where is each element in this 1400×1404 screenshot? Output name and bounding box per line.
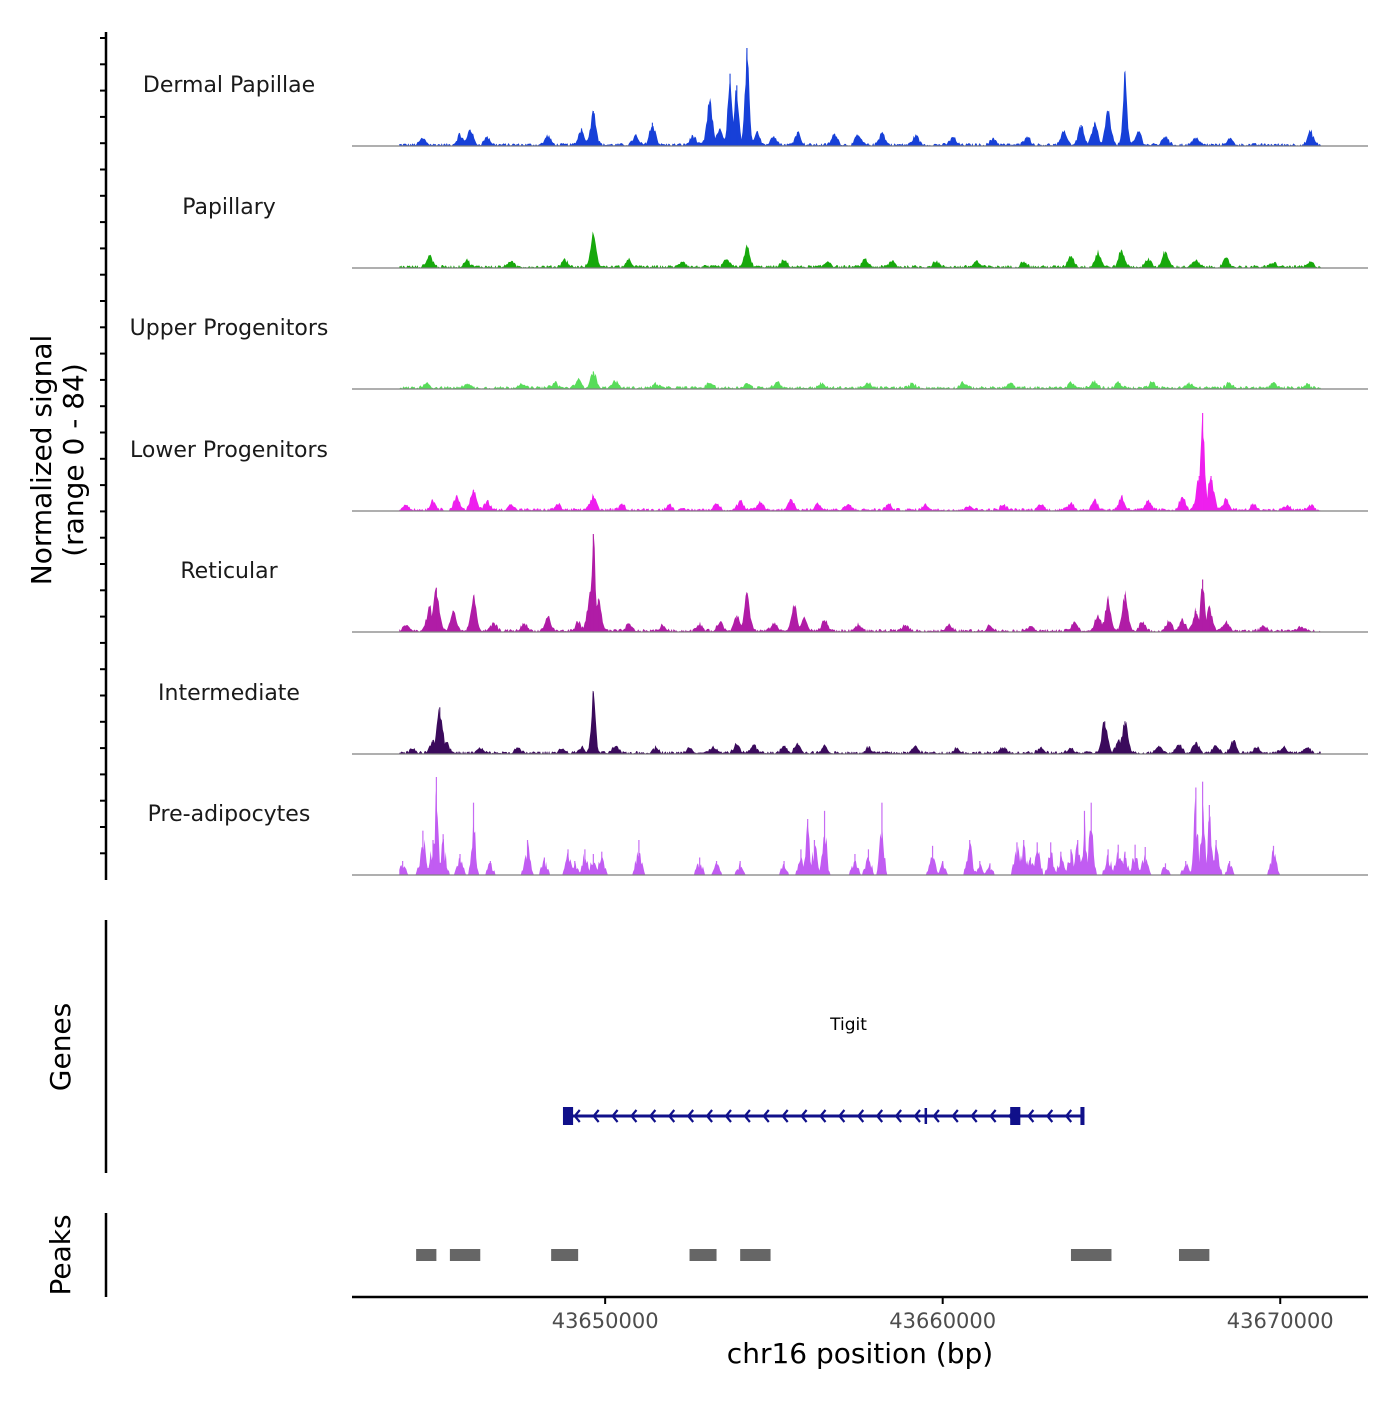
track-lower-progenitors: Lower Progenitors: [130, 413, 1368, 512]
strand-chevron: [667, 1109, 676, 1123]
track-papillary: Papillary: [182, 195, 1368, 269]
track-label: Reticular: [180, 559, 278, 584]
y-axis-title: Normalized signal: [25, 335, 58, 586]
track-label: Upper Progenitors: [130, 316, 329, 341]
strand-chevron: [611, 1109, 619, 1123]
x-tick-label: 43650000: [552, 1309, 659, 1333]
track-label: Intermediate: [158, 681, 300, 706]
strand-chevron: [705, 1109, 713, 1123]
track-label: Lower Progenitors: [130, 438, 328, 463]
peak-region: [1070, 1249, 1112, 1261]
track-label: Papillary: [182, 195, 276, 220]
strand-chevron: [913, 1109, 921, 1123]
track-label: Pre-adipocytes: [148, 802, 311, 827]
strand-chevron: [1064, 1109, 1073, 1123]
strand-chevron: [894, 1109, 902, 1123]
gene-exon: [1010, 1107, 1021, 1125]
gene-track: Genes Tigit: [44, 920, 1085, 1173]
gene-exon: [562, 1107, 574, 1125]
strand-chevron: [762, 1109, 770, 1123]
strand-chevron: [819, 1109, 827, 1123]
strand-chevron: [800, 1109, 808, 1123]
peak-region: [1178, 1249, 1210, 1261]
strand-chevron: [875, 1109, 884, 1123]
strand-chevron: [837, 1109, 846, 1123]
strand-chevron: [686, 1109, 695, 1123]
strand-chevron: [781, 1109, 789, 1123]
strand-chevron: [648, 1109, 657, 1123]
peak-region: [449, 1249, 481, 1261]
strand-chevron: [989, 1109, 997, 1123]
gene-track-title: Genes: [44, 1003, 77, 1091]
coverage-area: [399, 48, 1321, 146]
strand-chevron: [724, 1109, 732, 1123]
x-axis-title: chr16 position (bp): [727, 1337, 993, 1370]
strand-chevron: [592, 1109, 600, 1123]
coverage-area: [399, 231, 1321, 268]
peak-track-title: Peaks: [44, 1214, 77, 1295]
x-tick-label: 43660000: [889, 1309, 996, 1333]
coverage-area: [399, 790, 1321, 875]
track-label: Dermal Papillae: [143, 73, 315, 98]
strand-chevron: [932, 1109, 940, 1123]
strand-chevron: [630, 1109, 638, 1123]
strand-chevron: [1045, 1109, 1054, 1123]
peak-region: [416, 1249, 437, 1261]
strand-chevron: [856, 1109, 865, 1123]
track-dermal-papillae: Dermal Papillae: [143, 48, 1368, 147]
strand-chevron: [970, 1109, 978, 1123]
coverage-area: [399, 370, 1321, 389]
peak-region: [689, 1249, 717, 1261]
coverage-area: [399, 413, 1321, 511]
x-tick-label: 43670000: [1227, 1309, 1334, 1333]
gene-name: Tigit: [829, 1015, 867, 1035]
strand-chevron: [573, 1109, 581, 1123]
y-axis-range: (range 0 - 84): [57, 363, 90, 557]
track-upper-progenitors: Upper Progenitors: [130, 316, 1368, 390]
coverage-area: [399, 690, 1321, 754]
track-reticular: Reticular: [180, 534, 1368, 633]
peak-region: [740, 1249, 771, 1261]
strand-chevron: [1027, 1109, 1035, 1123]
strand-chevron: [743, 1109, 751, 1123]
x-axis: 43650000 43660000 43670000 chr16 position (…: [352, 1295, 1368, 1370]
peak-track: Peaks: [44, 1213, 1210, 1297]
strand-chevron: [951, 1109, 959, 1123]
coverage-area: [399, 534, 1321, 632]
track-pre-adipocytes: Pre-adipocytes: [148, 777, 1368, 876]
track-intermediate: Intermediate: [158, 681, 1368, 755]
gene-exon: [1080, 1107, 1085, 1125]
peak-region: [551, 1249, 579, 1261]
y-axis: Normalized signal (range 0 - 84): [25, 32, 108, 880]
